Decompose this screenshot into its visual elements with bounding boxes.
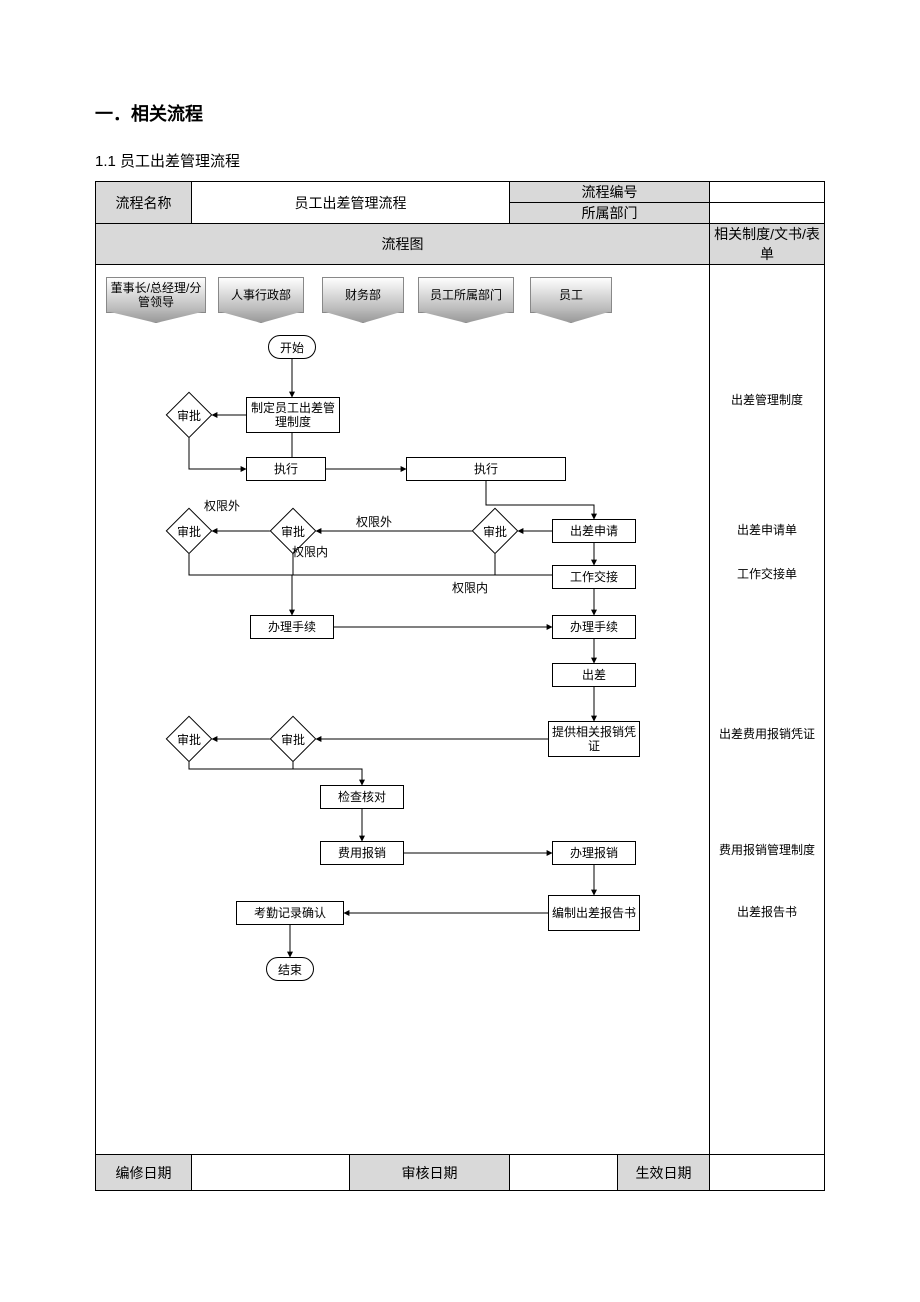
node-approve1: 审批 [166,399,212,431]
node-apply: 出差申请 [552,519,636,543]
side-note: 出差报告书 [710,905,824,921]
flowchart: 董事长/总经理/分管领导人事行政部财务部员工所属部门员工开始制定员工出差管理制度… [96,265,709,1154]
hdr-flow-label: 流程图 [96,224,710,265]
node-d_fin: 审批 [270,723,316,755]
node-do_reimburse: 办理报销 [552,841,636,865]
edge-label: 权限外 [356,513,392,530]
lane-finance: 财务部 [322,277,404,313]
hdr-dept-label: 所属部门 [510,203,710,224]
side-note: 出差费用报销凭证 [710,727,824,743]
lane-emp: 员工 [530,277,612,313]
ftr-review-label: 审核日期 [350,1155,510,1191]
ftr-edit-label: 编修日期 [96,1155,192,1191]
flow-table: 流程名称 员工出差管理流程 流程编号 所属部门 流程图 相关制度/文书/表单 [95,181,825,1191]
hdr-code-label: 流程编号 [510,182,710,203]
node-d_dept: 审批 [472,515,518,547]
ftr-effective-value [710,1155,825,1191]
lane-dept: 员工所属部门 [418,277,514,313]
node-proc2: 办理手续 [552,615,636,639]
side-documents: 出差管理制度出差申请单工作交接单出差费用报销凭证费用报销管理制度出差报告书 [710,265,824,1154]
node-exec1: 执行 [246,457,326,481]
lane-hr: 人事行政部 [218,277,304,313]
node-attendance: 考勤记录确认 [236,901,344,925]
page: 一．相关流程 1.1 员工出差管理流程 流程名称 员工出差管理流程 流程编号 所… [0,0,920,1251]
ftr-effective-label: 生效日期 [618,1155,710,1191]
node-d_top2: 审批 [166,723,212,755]
lane-leaders: 董事长/总经理/分管领导 [106,277,206,313]
node-end: 结束 [266,957,314,981]
node-start: 开始 [268,335,316,359]
node-exec2: 执行 [406,457,566,481]
hdr-dept-value [710,203,825,224]
side-note: 出差申请单 [710,523,824,539]
hdr-name-label: 流程名称 [96,182,192,224]
hdr-docs-label: 相关制度/文书/表单 [710,224,825,265]
edge-label: 权限外 [204,497,240,514]
edge-label: 权限内 [292,543,328,560]
ftr-review-value [510,1155,618,1191]
edge-label: 权限内 [452,579,488,596]
node-report: 编制出差报告书 [548,895,640,931]
subsection-title: 1.1 员工出差管理流程 [95,150,825,171]
side-note: 出差管理制度 [710,393,824,409]
node-handover: 工作交接 [552,565,636,589]
node-receipts: 提供相关报销凭证 [548,721,640,757]
node-reimburse: 费用报销 [320,841,404,865]
side-note: 费用报销管理制度 [710,843,824,859]
node-d_top: 审批 [166,515,212,547]
node-proc1: 办理手续 [250,615,334,639]
hdr-name-value: 员工出差管理流程 [192,182,510,224]
node-check: 检查核对 [320,785,404,809]
hdr-code-value [710,182,825,203]
side-note: 工作交接单 [710,567,824,583]
node-trip: 出差 [552,663,636,687]
node-policy: 制定员工出差管理制度 [246,397,340,433]
ftr-edit-value [192,1155,350,1191]
section-title: 一．相关流程 [95,100,825,126]
